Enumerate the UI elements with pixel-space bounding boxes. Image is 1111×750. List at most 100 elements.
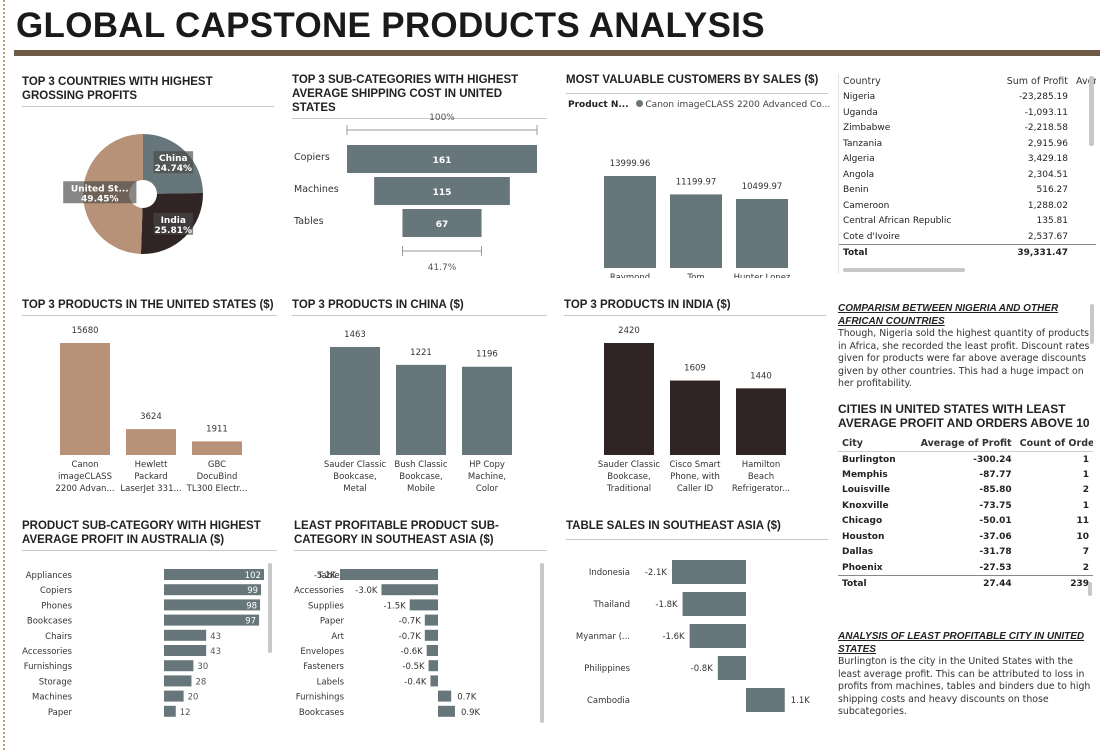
bar[interactable]	[164, 599, 261, 611]
table-row[interactable]: Cameroon 1,288.02	[839, 198, 1096, 214]
header-order-count[interactable]: Count of Order I	[1019, 438, 1093, 449]
bar[interactable]	[670, 194, 722, 268]
india-products-bar-chart[interactable]: 2420 Sauder Classic Bookcase, Traditional 16…	[564, 318, 826, 508]
order-count-cell: 7	[1082, 547, 1089, 558]
us-products-bar-chart[interactable]: 15680 Canon imageCLASS 2200 Advan... 3624 Hew…	[22, 318, 277, 508]
bar[interactable]	[60, 343, 110, 455]
header-average[interactable]: Avera	[1076, 76, 1096, 88]
bar[interactable]	[164, 705, 176, 717]
table-row[interactable]: Zimbabwe -2,218.58	[839, 121, 1096, 137]
table-row[interactable]: Tanzania 2,915.96	[839, 136, 1096, 152]
bar[interactable]	[164, 660, 194, 672]
chart-legend[interactable]: Product N... Canon imageCLASS 2200 Advan…	[568, 100, 830, 110]
australia-bar-chart[interactable]: Appliances 102 Copiers 99 Phones 98 Bookcases 9…	[22, 563, 277, 733]
bar[interactable]	[424, 629, 438, 641]
vertical-scrollbar[interactable]	[1088, 582, 1092, 596]
bar[interactable]	[672, 560, 746, 584]
bar[interactable]	[462, 366, 512, 455]
bar-value-label: 1196	[476, 350, 498, 360]
funnel-bar[interactable]	[402, 209, 482, 237]
bar[interactable]	[381, 584, 438, 596]
horizontal-scrollbar[interactable]	[843, 268, 965, 272]
order-count-cell: 11	[1076, 516, 1089, 527]
category-label: Bookcases	[299, 708, 345, 718]
table-row[interactable]: Nigeria -23,285.19	[839, 90, 1096, 106]
vertical-scrollbar[interactable]	[540, 563, 544, 723]
funnel-top-percent: 100%	[429, 113, 455, 123]
sea-sales-bar-chart[interactable]: Indonesia -2.1K Thailand -1.8K Myanmar (... -…	[566, 554, 828, 734]
bar[interactable]	[340, 569, 438, 580]
bar[interactable]	[736, 199, 788, 268]
bar[interactable]	[164, 645, 207, 656]
customers-bar-chart[interactable]: 13999.96RaymondBuch11199.97TomAshbrook10…	[566, 118, 828, 278]
table-row[interactable]: Burlington -300.24 1	[838, 452, 1093, 468]
table-row[interactable]: Phoenix -27.53 2	[838, 560, 1093, 576]
bar[interactable]	[438, 690, 452, 702]
panel-title: TABLE SALES IN SOUTHEAST ASIA ($)	[566, 519, 828, 540]
bar[interactable]	[192, 441, 242, 455]
country-cell: Nigeria	[843, 92, 876, 103]
country-profit-table[interactable]: Country Sum of Profit Avera Nigeria -23,2…	[839, 74, 1096, 260]
bar[interactable]	[604, 176, 656, 268]
bar[interactable]	[717, 656, 746, 680]
funnel-bar[interactable]	[374, 177, 510, 205]
bar[interactable]	[164, 690, 184, 702]
vertical-scrollbar[interactable]	[268, 563, 272, 653]
bar[interactable]	[430, 675, 438, 687]
bar[interactable]	[164, 569, 264, 580]
data-label-value: 25.81%	[155, 226, 193, 236]
bar[interactable]	[438, 705, 455, 717]
shipping-funnel-chart[interactable]: 100% Copiers 161 Machines 115 Tables 67 41.7%	[292, 108, 547, 278]
bar[interactable]	[426, 645, 438, 656]
table-row[interactable]: Chicago -50.01 11	[838, 514, 1093, 530]
vertical-scrollbar[interactable]	[1090, 304, 1094, 344]
vertical-scrollbar[interactable]	[1089, 76, 1094, 146]
data-label-box[interactable]	[153, 212, 194, 235]
sea-least-bar-chart[interactable]: Tables-5.2K Accessories -3.0K Supplies -1.5K…	[294, 563, 547, 733]
category-label: Machines	[32, 693, 73, 703]
data-label-box[interactable]	[153, 151, 194, 174]
bar[interactable]	[682, 592, 746, 616]
bar[interactable]	[396, 364, 446, 455]
analysis-heading: COMPARISM BETWEEN NIGERIA AND OTHER AFRI…	[838, 303, 1059, 327]
header-avg-profit[interactable]: Average of Profit	[920, 438, 1012, 449]
data-label-box[interactable]	[63, 181, 137, 204]
bar[interactable]	[164, 614, 260, 626]
table-row[interactable]: Uganda -1,093.11	[839, 105, 1096, 121]
bar[interactable]	[409, 599, 438, 611]
bar[interactable]	[604, 343, 654, 455]
table-row[interactable]: Algeria 3,429.18	[839, 152, 1096, 168]
bar[interactable]	[330, 347, 380, 455]
bar-value-label: 12	[180, 708, 191, 718]
bar[interactable]	[746, 688, 785, 712]
bar[interactable]	[736, 388, 786, 455]
table-row[interactable]: Dallas -31.78 7	[838, 545, 1093, 561]
table-row[interactable]: Memphis -87.77 1	[838, 467, 1093, 483]
bar[interactable]	[126, 429, 176, 455]
table-row[interactable]: Central African Republic 135.81	[839, 214, 1096, 230]
header-country[interactable]: Country	[843, 76, 881, 88]
table-row[interactable]: Cote d'Ivoire 2,537.67	[839, 229, 1096, 245]
header-city[interactable]: City	[842, 438, 863, 449]
bar[interactable]	[164, 584, 262, 596]
bar[interactable]	[164, 675, 192, 687]
bar[interactable]	[428, 660, 438, 672]
table-row[interactable]: Benin 516.27	[839, 183, 1096, 199]
avg-profit-cell: -300.24	[973, 454, 1012, 465]
bar[interactable]	[424, 614, 438, 626]
funnel-bar[interactable]	[347, 145, 537, 173]
cities-table[interactable]: City Average of Profit Count of Order I …	[838, 436, 1093, 591]
china-products-bar-chart[interactable]: 1463 Sauder Classic Bookcase, Metal 1221 Bush…	[292, 318, 547, 508]
table-row[interactable]: Houston -37.06 10	[838, 529, 1093, 545]
table-row[interactable]: Knoxville -73.75 1	[838, 498, 1093, 514]
bar[interactable]	[689, 624, 746, 648]
shipping-panel: TOP 3 SUB-CATEGORIES WITH HIGHEST AVERAG…	[292, 73, 547, 278]
table-row[interactable]: Louisville -85.80 2	[838, 483, 1093, 499]
bar-value-label: 13999.96	[610, 159, 651, 169]
category-label: Beach	[748, 472, 774, 482]
bar[interactable]	[164, 629, 207, 641]
bar[interactable]	[670, 380, 720, 455]
header-sum-profit[interactable]: Sum of Profit	[1006, 76, 1068, 88]
table-row[interactable]: Angola 2,304.51	[839, 167, 1096, 183]
